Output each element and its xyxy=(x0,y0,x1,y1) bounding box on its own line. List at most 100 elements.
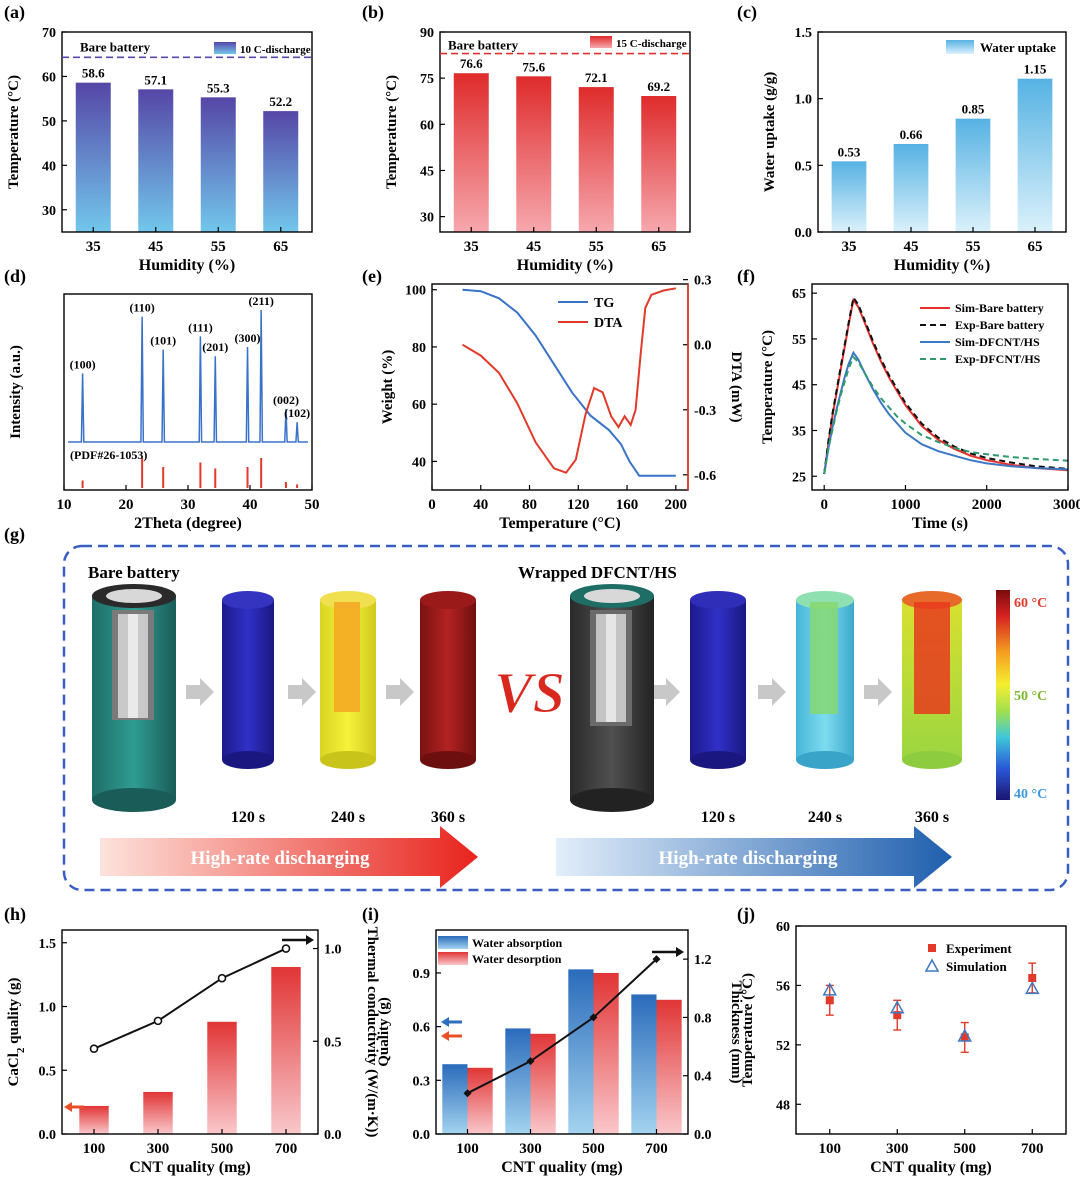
bar-value-label: 55.3 xyxy=(207,80,230,95)
time-label-120-left: 120 s xyxy=(231,809,265,826)
y-tick-label: 25 xyxy=(792,470,806,485)
step-arrow-icon xyxy=(288,678,316,706)
y-tick-label: 0.3 xyxy=(413,1074,431,1089)
x-tick-label: 50 xyxy=(305,497,320,513)
series-line-Sim-Bare battery xyxy=(823,297,1069,475)
y2-tick-label: 1.2 xyxy=(694,953,712,968)
x-tick-label: 40 xyxy=(473,497,488,513)
series-line-TG xyxy=(462,288,676,477)
chart-f: 0 1000 2000 3000 25 35 45 55 65 Time (s) Temperatu… xyxy=(760,283,1080,532)
reference-label: Bare battery xyxy=(448,38,519,53)
thickness-point xyxy=(526,1057,535,1066)
bar xyxy=(207,1021,237,1134)
legend-label: Water absorption xyxy=(472,936,562,950)
y-tick-label: 65 xyxy=(792,287,806,302)
y2-tick-label: -0.3 xyxy=(694,404,716,419)
plot-frame xyxy=(435,929,689,1135)
bar-value-label: 1.15 xyxy=(1024,62,1047,77)
legend-label: 15 C-discharge xyxy=(616,38,687,50)
y2-axis-label: Thermal conductivity (W/(m·K)) xyxy=(364,927,380,1138)
y-tick-label: 80 xyxy=(412,341,426,356)
x-tick-label: 0 xyxy=(428,497,436,513)
colorbar-high-label: 60 °C xyxy=(1014,596,1047,611)
bar xyxy=(263,111,299,232)
bar xyxy=(143,1091,173,1134)
peak-label: (102) xyxy=(284,406,310,420)
y-axis-label: Weight (%) xyxy=(380,350,396,425)
panel-label-b: (b) xyxy=(362,2,384,23)
y-axis-label: Intensity (a.u.) xyxy=(8,345,24,439)
wrapped-battery-illustration xyxy=(570,584,654,812)
x-tick-label: 2000 xyxy=(972,497,1002,513)
step-arrow-icon xyxy=(186,678,214,706)
chart-j: 100 300 500 700 48 52 56 60 CNT quality (mg) Temp… xyxy=(740,920,1067,1176)
legend-label: Simulation xyxy=(946,959,1007,974)
simulation-point xyxy=(889,1000,905,1014)
x-tick-label: 65 xyxy=(651,239,666,255)
legend-label: Exp-Bare battery xyxy=(955,318,1044,332)
plot-frame xyxy=(811,283,1069,491)
simulation-point xyxy=(957,1028,973,1042)
thickness-point xyxy=(652,955,661,964)
bar-Water desorption xyxy=(593,972,619,1134)
x-tick-label: 80 xyxy=(522,497,537,513)
x-tick-label: 65 xyxy=(1028,239,1043,255)
legend-swatch xyxy=(438,952,468,965)
bar-value-label: 58.6 xyxy=(82,66,105,81)
vs-label: VS xyxy=(494,660,565,725)
diagram-panel-g: Bare battery Wrapped DFCNT/HS xyxy=(62,544,1070,892)
y-tick-label: 30 xyxy=(420,211,434,226)
chart-a: 58.6 35 57.1 45 55.3 55 52.2 65 30 40 50 60 70 Humidi… xyxy=(6,26,313,274)
bar-Water desorption xyxy=(467,1067,493,1134)
right-axis-arrowhead-icon xyxy=(676,947,684,957)
experiment-point xyxy=(893,1011,902,1020)
y-tick-label: 1.5 xyxy=(39,937,57,952)
legend-marker-experiment xyxy=(928,944,936,952)
x-tick-label: 35 xyxy=(86,239,101,255)
y-tick-label: 70 xyxy=(42,26,56,41)
x-tick-label: 20 xyxy=(119,497,134,513)
x-tick-label: 700 xyxy=(645,1141,668,1157)
right-title: Wrapped DFCNT/HS xyxy=(518,563,677,582)
bar xyxy=(138,89,174,232)
bar-Water absorption xyxy=(568,969,594,1134)
y2-tick-label: 0.0 xyxy=(694,1128,712,1143)
y2-axis-label: Thickness (mm) xyxy=(728,981,744,1084)
legend-label: Sim-Bare battery xyxy=(955,301,1044,315)
step-arrow-icon xyxy=(758,678,786,706)
x-tick-label: 45 xyxy=(148,239,163,255)
x-tick-label: 45 xyxy=(904,239,919,255)
simulation-point xyxy=(1024,980,1040,995)
x-axis-label: Humidity (%) xyxy=(517,257,613,274)
reference-label: Bare battery xyxy=(80,39,151,54)
peak-label: (111) xyxy=(188,320,213,334)
panel-label-j: (j) xyxy=(737,904,755,925)
x-axis-label: CNT quality (mg) xyxy=(501,1159,623,1176)
y-tick-label: 0.0 xyxy=(413,1128,431,1143)
y-tick-label: 30 xyxy=(42,204,56,219)
x-axis-label: Time (s) xyxy=(912,515,968,532)
y2-tick-label: 0.0 xyxy=(694,339,712,354)
x-tick-label: 120 xyxy=(567,497,590,513)
x-tick-label: 100 xyxy=(83,1141,106,1157)
right-axis-arrowhead-icon xyxy=(306,935,314,945)
x-axis-label: Temperature (°C) xyxy=(499,515,620,532)
left-axis-arrowhead-icon xyxy=(64,1102,72,1112)
y-tick-label: 60 xyxy=(412,398,426,413)
y-tick-label: 48 xyxy=(776,1098,790,1113)
chart-b: 76.6 35 75.6 45 72.1 55 69.2 65 30 45 60 75 90 Humidi… xyxy=(384,26,691,274)
legend-label: 10 C-discharge xyxy=(240,44,311,56)
x-tick-label: 40 xyxy=(243,497,258,513)
time-label-240-left: 240 s xyxy=(331,809,365,826)
legend-swatch xyxy=(946,40,974,54)
thickness-point xyxy=(463,1089,472,1098)
legend-swatch xyxy=(214,42,236,54)
series-line-Sim-DFCNT/HS xyxy=(823,350,1069,475)
panel-label-h: (h) xyxy=(4,904,26,925)
x-tick-label: 35 xyxy=(464,239,479,255)
bar-value-label: 0.53 xyxy=(838,144,861,159)
y-axis-label: Temperature (°C) xyxy=(740,973,756,1087)
bar xyxy=(955,118,991,232)
time-label-120-right: 120 s xyxy=(701,809,735,826)
